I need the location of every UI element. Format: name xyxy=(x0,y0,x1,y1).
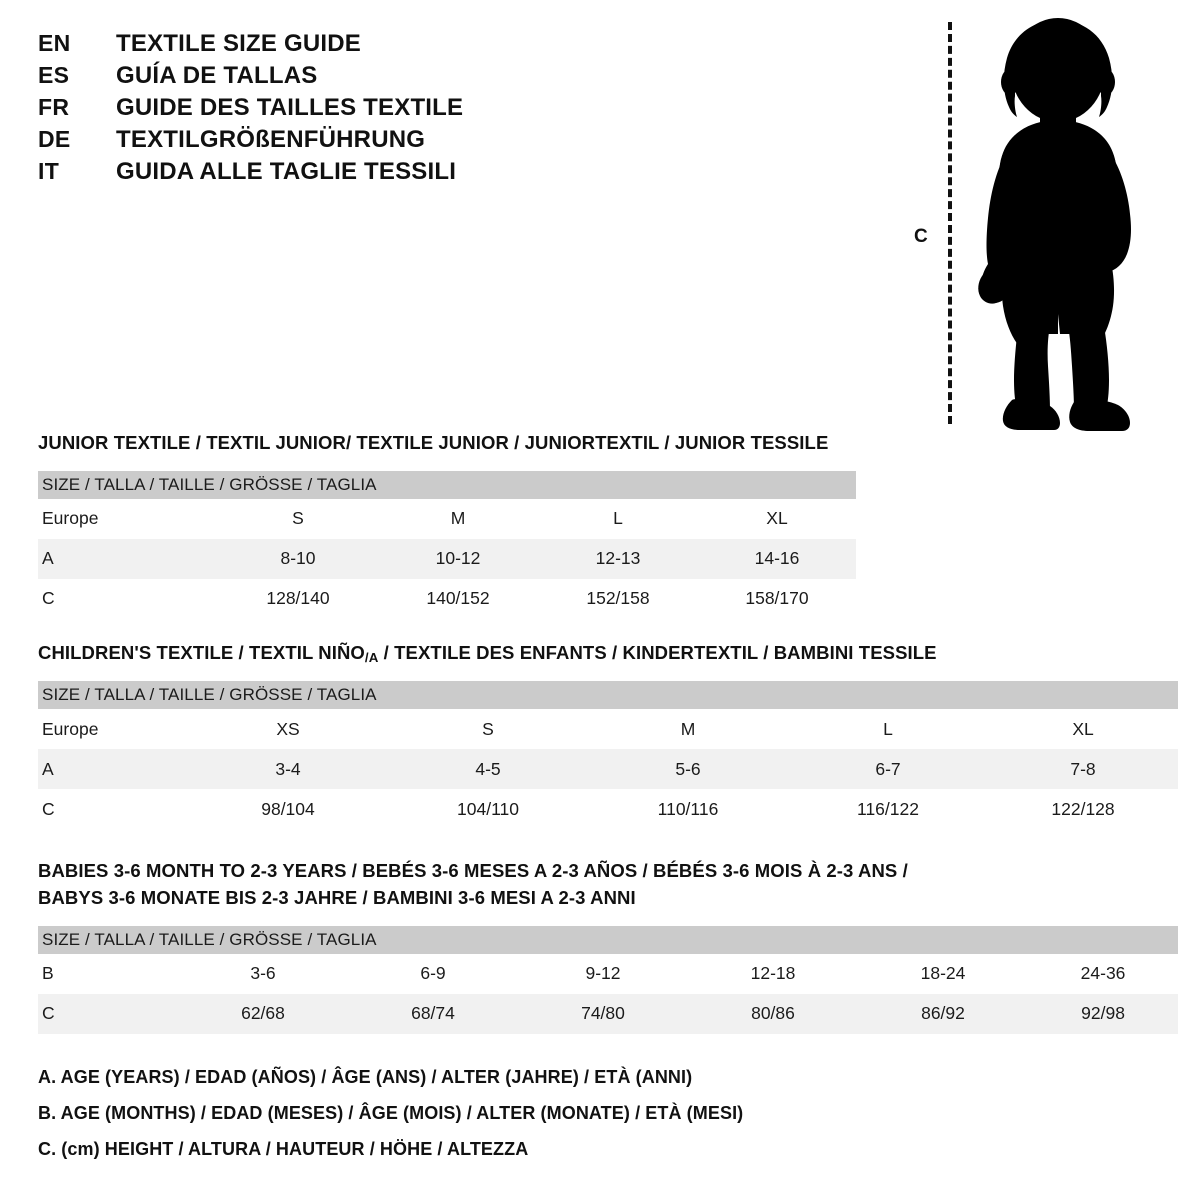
junior-size-l: L xyxy=(538,498,698,539)
junior-row-a-label: A xyxy=(38,538,218,579)
legend-line-c: C. (cm) HEIGHT / ALTURA / HAUTEUR / HÖHE… xyxy=(38,1139,529,1159)
table-row: C 62/68 68/74 74/80 80/86 86/92 92/98 xyxy=(38,993,1179,1034)
table-row: A 8-10 10-12 12-13 14-16 xyxy=(38,538,856,579)
children-row-c-xs: 98/104 xyxy=(188,789,388,830)
language-row-de: DE TEXTILGRÖßENFÜHRUNG xyxy=(38,126,598,158)
height-measurement-figure: C xyxy=(900,8,1160,433)
junior-size-xl: XL xyxy=(698,498,856,539)
language-row-en: EN TEXTILE SIZE GUIDE xyxy=(38,30,598,62)
babies-row-b-c3: 9-12 xyxy=(518,953,688,994)
language-row-it: IT GUIDA ALLE TAGLIE TESSILI xyxy=(38,158,598,190)
junior-size-m: M xyxy=(378,498,538,539)
section-junior-textile: JUNIOR TEXTILE / TEXTIL JUNIOR/ TEXTILE … xyxy=(38,430,856,619)
babies-row-c-c4: 80/86 xyxy=(688,993,858,1034)
children-header-region: Europe xyxy=(38,709,188,750)
children-row-c-xl: 122/128 xyxy=(988,789,1179,830)
children-header-row: Europe XS S M L XL xyxy=(38,709,1179,750)
language-header-block: EN TEXTILE SIZE GUIDE ES GUÍA DE TALLAS … xyxy=(38,30,598,190)
section-title-babies-line2: BABYS 3-6 MONATE BIS 2-3 JAHRE / BAMBINI… xyxy=(38,886,636,908)
language-row-fr: FR GUIDE DES TAILLES TEXTILE xyxy=(38,94,598,126)
section-title-children: CHILDREN'S TEXTILE / TEXTIL NIÑO/A / TEX… xyxy=(38,640,1178,667)
junior-header-row: Europe S M L XL xyxy=(38,498,856,539)
babies-row-c-c6: 92/98 xyxy=(1028,993,1179,1034)
junior-row-a-s: 8-10 xyxy=(218,538,378,579)
children-size-s: S xyxy=(388,709,588,750)
language-title-es: GUÍA DE TALLAS xyxy=(116,62,318,89)
section-title-children-sub: /A xyxy=(364,649,379,665)
children-row-c-s: 104/110 xyxy=(388,789,588,830)
height-measure-label: C xyxy=(914,226,928,247)
language-code-fr: FR xyxy=(38,94,70,120)
section-childrens-textile: CHILDREN'S TEXTILE / TEXTIL NIÑO/A / TEX… xyxy=(38,640,1179,830)
height-dashed-guide-line xyxy=(948,22,952,424)
babies-row-c-c2: 68/74 xyxy=(348,993,518,1034)
section-title-junior: JUNIOR TEXTILE / TEXTIL JUNIOR/ TEXTILE … xyxy=(38,432,829,453)
table-row: C 98/104 104/110 110/116 116/122 122/128 xyxy=(38,789,1179,830)
language-title-en: TEXTILE SIZE GUIDE xyxy=(116,30,361,57)
children-row-a-l: 6-7 xyxy=(788,749,988,790)
junior-row-c-label: C xyxy=(38,578,218,619)
babies-row-c-c1: 62/68 xyxy=(178,993,348,1034)
language-code-en: EN xyxy=(38,30,71,56)
babies-size-table: SIZE / TALLA / TAILLE / GRÖSSE / TAGLIA … xyxy=(38,925,1179,1034)
babies-row-b-label: B xyxy=(38,953,178,994)
children-row-a-xl: 7-8 xyxy=(988,749,1179,790)
babies-row-b-c5: 18-24 xyxy=(858,953,1028,994)
table-row: A 3-4 4-5 5-6 6-7 7-8 xyxy=(38,749,1179,790)
legend-line-a: A. AGE (YEARS) / EDAD (AÑOS) / ÂGE (ANS)… xyxy=(38,1067,693,1087)
measurement-legend: A. AGE (YEARS) / EDAD (AÑOS) / ÂGE (ANS)… xyxy=(38,1068,743,1176)
language-code-de: DE xyxy=(38,126,71,152)
junior-header-region: Europe xyxy=(38,498,218,539)
babies-row-c-label: C xyxy=(38,993,178,1034)
children-table-band: SIZE / TALLA / TAILLE / GRÖSSE / TAGLIA xyxy=(38,681,1179,710)
language-row-es: ES GUÍA DE TALLAS xyxy=(38,62,598,94)
children-row-c-l: 116/122 xyxy=(788,789,988,830)
children-row-a-xs: 3-4 xyxy=(188,749,388,790)
section-babies-textile: BABIES 3-6 MONTH TO 2-3 YEARS / BEBÉS 3-… xyxy=(38,858,1179,1034)
junior-row-a-l: 12-13 xyxy=(538,538,698,579)
section-title-children-pre: CHILDREN'S TEXTILE / TEXTIL NIÑO xyxy=(38,642,365,663)
babies-table-band: SIZE / TALLA / TAILLE / GRÖSSE / TAGLIA xyxy=(38,925,1179,954)
language-title-fr: GUIDE DES TAILLES TEXTILE xyxy=(116,94,464,121)
language-title-de: TEXTILGRÖßENFÜHRUNG xyxy=(116,126,426,153)
junior-band-label: SIZE / TALLA / TAILLE / GRÖSSE / TAGLIA xyxy=(38,470,856,499)
table-row: C 128/140 140/152 152/158 158/170 xyxy=(38,578,856,619)
children-size-table: SIZE / TALLA / TAILLE / GRÖSSE / TAGLIA … xyxy=(38,681,1179,830)
language-code-es: ES xyxy=(38,62,70,88)
language-title-it: GUIDA ALLE TAGLIE TESSILI xyxy=(116,158,457,185)
children-size-l: L xyxy=(788,709,988,750)
table-row: B 3-6 6-9 9-12 12-18 18-24 24-36 xyxy=(38,953,1179,994)
babies-row-b-c4: 12-18 xyxy=(688,953,858,994)
section-title-babies: BABIES 3-6 MONTH TO 2-3 YEARS / BEBÉS 3-… xyxy=(38,858,1178,912)
children-row-c-m: 110/116 xyxy=(588,789,788,830)
children-size-xl: XL xyxy=(988,709,1179,750)
junior-row-a-m: 10-12 xyxy=(378,538,538,579)
children-band-label: SIZE / TALLA / TAILLE / GRÖSSE / TAGLIA xyxy=(38,681,1179,710)
children-size-xs: XS xyxy=(188,709,388,750)
babies-row-c-c5: 86/92 xyxy=(858,993,1028,1034)
junior-size-table: SIZE / TALLA / TAILLE / GRÖSSE / TAGLIA … xyxy=(38,470,856,619)
babies-band-label: SIZE / TALLA / TAILLE / GRÖSSE / TAGLIA xyxy=(38,925,1179,954)
children-row-a-s: 4-5 xyxy=(388,749,588,790)
babies-row-b-c2: 6-9 xyxy=(348,953,518,994)
children-row-c-label: C xyxy=(38,789,188,830)
junior-row-c-s: 128/140 xyxy=(218,578,378,619)
junior-size-s: S xyxy=(218,498,378,539)
babies-row-b-c1: 3-6 xyxy=(178,953,348,994)
junior-row-c-l: 152/158 xyxy=(538,578,698,619)
section-title-babies-line1: BABIES 3-6 MONTH TO 2-3 YEARS / BEBÉS 3-… xyxy=(38,860,908,881)
toddler-silhouette-icon xyxy=(962,14,1152,439)
junior-table-band: SIZE / TALLA / TAILLE / GRÖSSE / TAGLIA xyxy=(38,470,856,499)
children-row-a-label: A xyxy=(38,749,188,790)
babies-row-b-c6: 24-36 xyxy=(1028,953,1179,994)
legend-line-b: B. AGE (MONTHS) / EDAD (MESES) / ÂGE (MO… xyxy=(38,1103,744,1123)
babies-row-c-c3: 74/80 xyxy=(518,993,688,1034)
language-code-it: IT xyxy=(38,158,60,184)
junior-row-c-xl: 158/170 xyxy=(698,578,856,619)
children-size-m: M xyxy=(588,709,788,750)
junior-row-a-xl: 14-16 xyxy=(698,538,856,579)
junior-row-c-m: 140/152 xyxy=(378,578,538,619)
children-row-a-m: 5-6 xyxy=(588,749,788,790)
section-title-children-post: / TEXTILE DES ENFANTS / KINDERTEXTIL / B… xyxy=(378,642,937,663)
